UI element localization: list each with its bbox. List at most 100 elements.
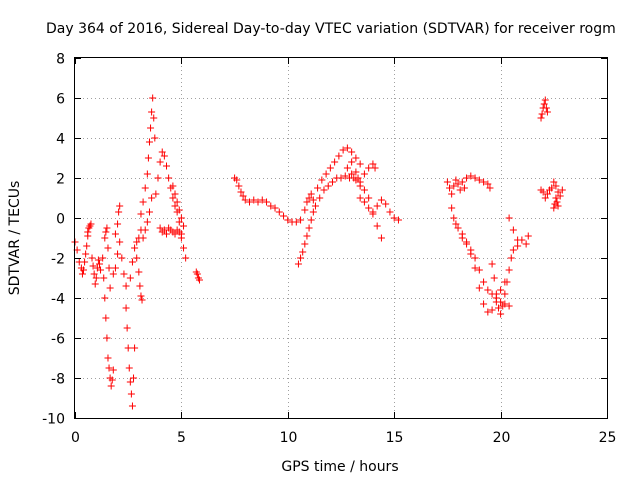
data-point	[452, 176, 460, 184]
data-point	[245, 198, 253, 206]
data-point	[80, 266, 88, 274]
data-point	[552, 182, 560, 190]
data-point	[328, 178, 336, 186]
data-point	[111, 230, 119, 238]
data-point	[369, 210, 377, 218]
data-point	[480, 178, 488, 186]
data-point	[116, 202, 124, 210]
data-point	[107, 382, 115, 390]
data-point	[122, 304, 130, 312]
plot-frame	[74, 57, 608, 419]
series-arc24	[463, 172, 494, 192]
data-point	[145, 208, 153, 216]
y-tick-label: -4	[51, 292, 65, 308]
y-tick-label: 4	[56, 132, 65, 148]
data-point	[554, 188, 562, 196]
series-arc2	[84, 220, 95, 236]
data-point	[267, 202, 275, 210]
data-point	[343, 144, 351, 152]
data-point	[305, 224, 313, 232]
series-arc12	[139, 194, 156, 242]
y-tick-label: 0	[56, 212, 65, 228]
x-axis-label: GPS time / hours	[281, 459, 398, 475]
data-point	[128, 402, 136, 410]
data-point	[88, 254, 96, 262]
data-point	[448, 204, 456, 212]
x-tick-label: 20	[493, 430, 511, 446]
data-point	[394, 216, 402, 224]
data-point	[131, 344, 139, 352]
data-point	[365, 204, 373, 212]
data-point	[250, 196, 258, 204]
data-point	[103, 224, 111, 232]
data-point	[151, 134, 159, 142]
y-tick-label: 6	[56, 92, 65, 108]
data-point	[122, 282, 130, 290]
data-point	[118, 254, 126, 262]
data-point	[175, 218, 183, 226]
data-point	[494, 304, 502, 312]
data-point	[133, 254, 141, 262]
data-point	[348, 148, 356, 156]
data-point	[173, 198, 181, 206]
data-point	[90, 270, 98, 278]
data-point	[148, 194, 156, 202]
data-point	[135, 268, 143, 276]
data-point	[539, 188, 547, 196]
data-point	[130, 374, 138, 382]
series-arc1	[71, 232, 92, 278]
data-point	[82, 250, 90, 258]
data-point	[443, 178, 451, 186]
data-point	[145, 138, 153, 146]
data-point	[138, 296, 146, 304]
data-point	[488, 306, 496, 314]
data-point	[127, 390, 135, 398]
data-point	[258, 196, 266, 204]
data-point	[309, 196, 317, 204]
series-arc13	[152, 148, 185, 238]
data-point	[81, 258, 89, 266]
data-point	[139, 198, 147, 206]
data-point	[486, 184, 494, 192]
data-point	[365, 194, 373, 202]
data-point	[109, 366, 117, 374]
series-arc16	[192, 268, 203, 284]
data-point	[553, 198, 561, 206]
data-point	[460, 184, 468, 192]
data-point	[318, 176, 326, 184]
data-point	[343, 164, 351, 172]
data-point	[128, 258, 136, 266]
data-point	[331, 158, 339, 166]
data-point	[160, 152, 168, 160]
data-point	[175, 228, 183, 236]
data-point	[371, 164, 379, 172]
data-point	[171, 190, 179, 198]
y-tick-label: 2	[56, 172, 65, 188]
data-point	[316, 194, 324, 202]
data-point	[554, 202, 562, 210]
data-point	[390, 214, 398, 222]
series-arc26	[458, 234, 509, 316]
data-point	[360, 186, 368, 194]
x-tick-label: 5	[177, 430, 186, 446]
data-point	[163, 230, 171, 238]
data-point	[542, 104, 550, 112]
y-tick-label: -10	[42, 412, 65, 428]
data-point	[241, 196, 249, 204]
data-point	[550, 178, 558, 186]
data-point	[114, 220, 122, 228]
data-point	[99, 254, 107, 262]
data-point	[180, 222, 188, 230]
data-point	[165, 174, 173, 182]
data-point	[505, 266, 513, 274]
data-point	[177, 214, 185, 222]
data-point	[169, 182, 177, 190]
series-arc21	[348, 158, 379, 186]
data-point	[509, 246, 517, 254]
y-tick-label: 8	[56, 52, 65, 68]
data-point	[104, 244, 112, 252]
data-point	[324, 182, 332, 190]
data-point	[543, 190, 551, 198]
data-point	[541, 96, 549, 104]
data-point	[352, 154, 360, 162]
